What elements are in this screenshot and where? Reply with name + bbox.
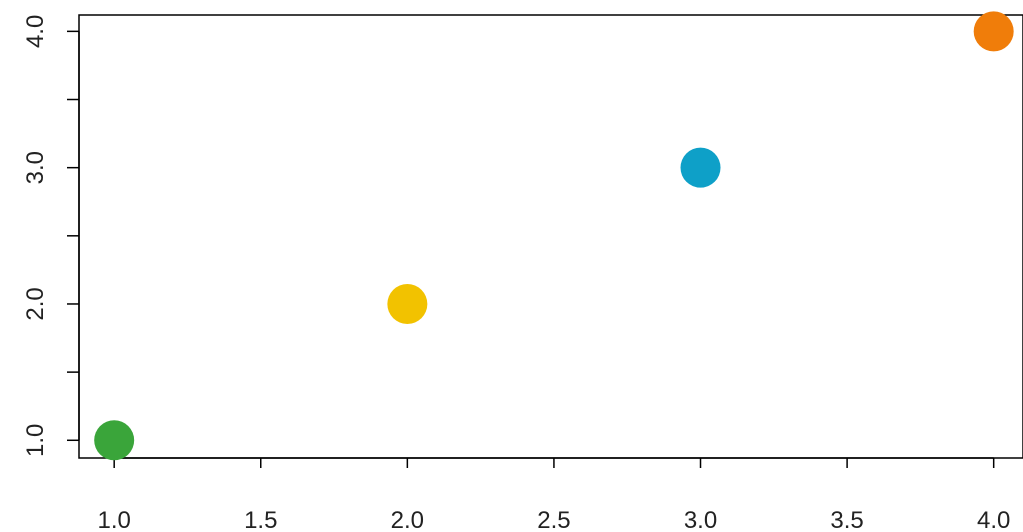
x-tick-label: 3.0 — [684, 507, 717, 532]
x-tick-label: 1.0 — [97, 507, 130, 532]
x-tick-label: 3.5 — [830, 507, 863, 532]
plot-area — [78, 14, 1023, 459]
y-tick-label: 1.0 — [22, 424, 49, 457]
data-point — [680, 147, 721, 188]
data-points — [94, 11, 1014, 461]
data-point — [387, 283, 428, 324]
data-point — [973, 11, 1014, 52]
y-axis: 1.0 2.0 3.0 4.0 — [22, 15, 80, 457]
y-tick-label: 3.0 — [22, 151, 49, 184]
y-tick-label: 4.0 — [22, 15, 49, 48]
x-tick-label: 4.0 — [977, 507, 1010, 532]
y-tick-label: 2.0 — [22, 287, 49, 320]
data-point — [94, 420, 135, 461]
x-tick-label: 2.0 — [391, 507, 424, 532]
x-axis: 1.0 1.5 2.0 2.5 3.0 3.5 4.0 — [97, 457, 1010, 532]
x-tick-label: 2.5 — [537, 507, 570, 532]
x-tick-label: 1.5 — [244, 507, 277, 532]
